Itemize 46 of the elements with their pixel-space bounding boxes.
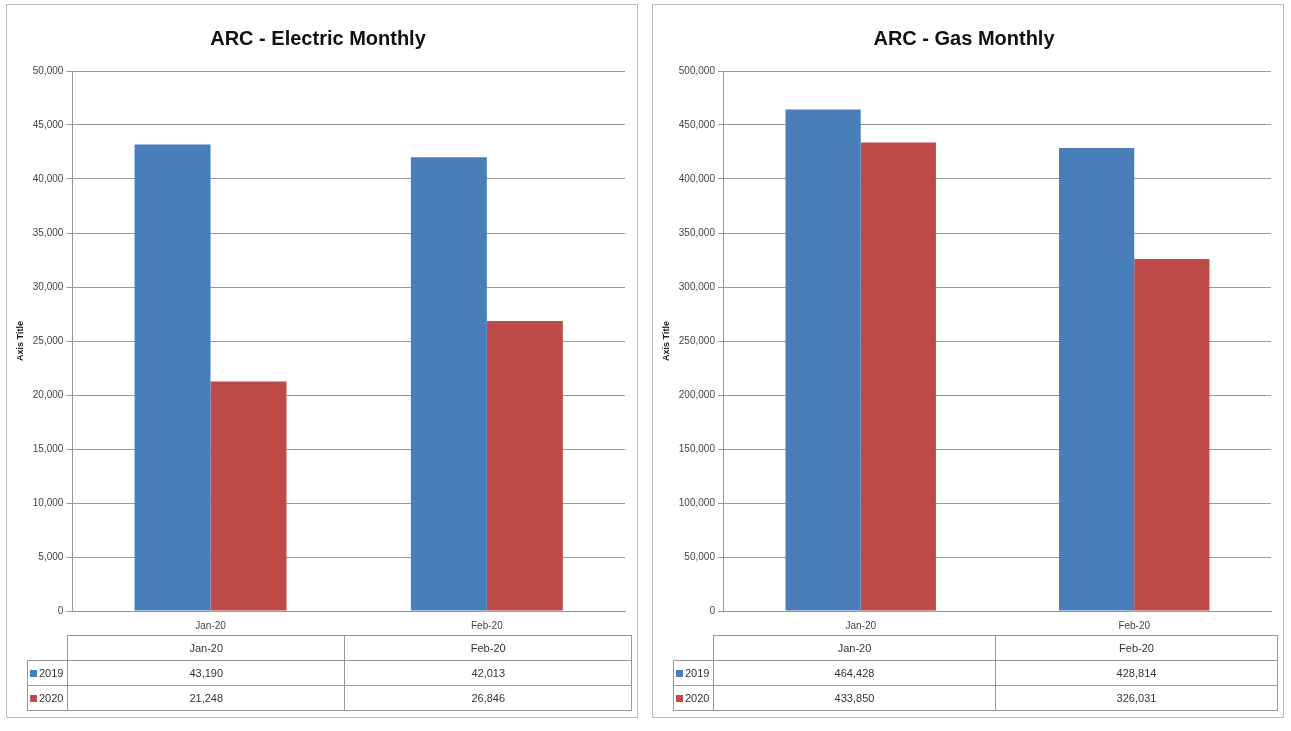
y-tick-label: 450,000 [678,118,716,130]
legend-label: 2019 [27,660,68,686]
y-tick-label: 20,000 [32,388,64,400]
y-tick-label: 40,000 [32,172,64,184]
legend-label: 2020 [27,685,68,711]
data-label: 43,190 [67,660,345,686]
data-label: 42,013 [344,660,632,686]
data-label: 433,850 [713,685,996,711]
x-tick-label: Jan-20 [195,619,227,631]
legend-label: 2020 [673,685,714,711]
data-label: 21,248 [67,685,345,711]
category-label: Feb-20 [1119,642,1154,654]
y-axis-title: Axis Title [14,321,25,361]
chart-title: ARC - Gas Monthly [873,26,1056,49]
category-label: Feb-20 [470,642,506,654]
y-tick-label: 10,000 [32,496,64,508]
y-tick-label: 0 [709,604,716,616]
x-tick-label: Feb-20 [471,619,504,631]
y-tick-label: 15,000 [32,442,64,454]
y-tick-label: 50,000 [32,64,64,76]
data-label: 326,031 [995,685,1278,711]
legend-label: 2019 [673,660,714,686]
data-label: 26,846 [344,685,632,711]
y-tick-label: 100,000 [678,496,716,508]
y-tick-label: 250,000 [678,334,716,346]
y-axis-title: Axis Title [660,321,671,361]
y-tick-label: 50,000 [684,550,716,562]
y-tick-label: 0 [57,604,64,616]
y-tick-label: 30,000 [32,280,64,292]
category-label: Jan-20 [837,642,872,654]
y-tick-label: 35,000 [32,226,64,238]
data-label: 428,814 [995,660,1278,686]
y-tick-label: 150,000 [678,442,716,454]
y-tick-label: 25,000 [32,334,64,346]
y-tick-label: 200,000 [678,388,716,400]
data-label: 464,428 [713,660,996,686]
category-label: Jan-20 [189,642,224,654]
x-tick-label: Jan-20 [845,619,877,631]
y-tick-label: 45,000 [32,118,64,130]
y-tick-label: 500,000 [678,64,716,76]
y-tick-label: 5,000 [38,550,64,562]
x-tick-label: Feb-20 [1118,619,1151,631]
chart-title: ARC - Electric Monthly [210,26,427,49]
y-tick-label: 350,000 [678,226,716,238]
y-tick-label: 400,000 [678,172,716,184]
y-tick-label: 300,000 [678,280,716,292]
